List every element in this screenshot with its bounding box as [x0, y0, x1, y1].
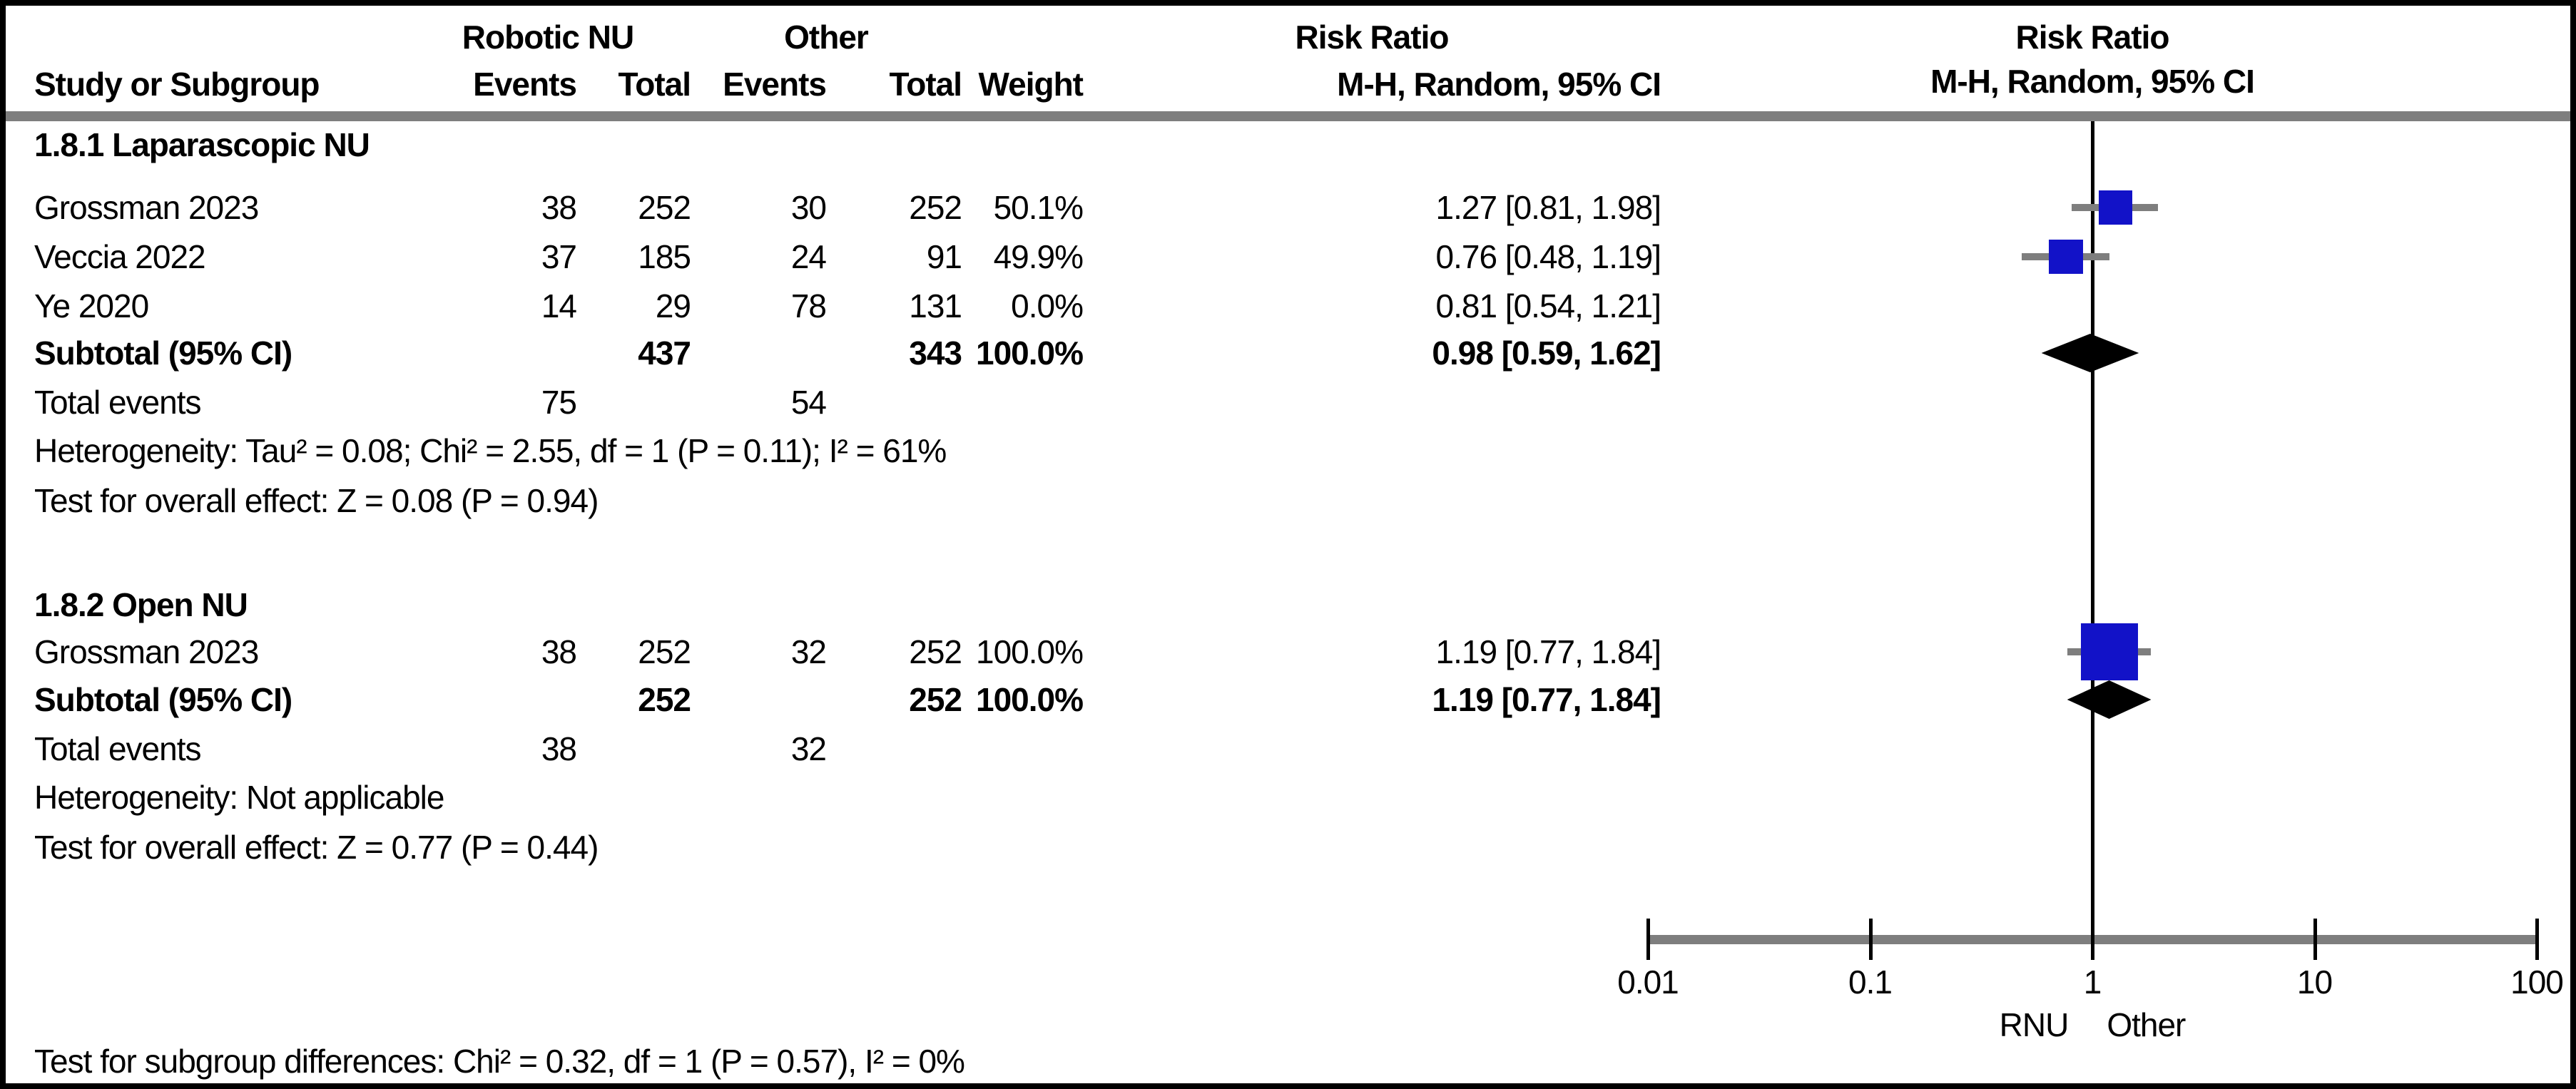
- total1-value: 437: [638, 334, 691, 372]
- study-marker: [2080, 623, 2138, 680]
- subtotal-label: Subtotal (95% CI): [34, 681, 292, 718]
- study-name: Ye 2020: [34, 287, 149, 324]
- ci-text: 1.27 [0.81, 1.98]: [1435, 189, 1662, 226]
- subtotal-label: Subtotal (95% CI): [34, 334, 292, 372]
- axis-tick: [1646, 919, 1650, 960]
- study-row: Ye 2020 14 29 78 131 0.0% 0.81 [0.54, 1.21]: [34, 282, 1661, 330]
- total2-value: 252: [909, 681, 962, 718]
- header-divider-rule: [6, 111, 2570, 121]
- events2-value: 78: [790, 287, 827, 324]
- axis-tick: [2313, 919, 2317, 960]
- subtotal-row: Subtotal (95% CI) 252 252 100.0% 1.19 [0.77,…: [34, 675, 1661, 724]
- column-header-row: Study or Subgroup Events Total Events To…: [34, 60, 1661, 108]
- weight-value: 100.0%: [975, 681, 1084, 718]
- heterogeneity-text: Heterogeneity: Not applicable: [34, 779, 444, 816]
- subgroup-title: 1.8.1 Laparascopic NU: [34, 126, 370, 163]
- total2-value: 343: [909, 334, 962, 372]
- total-events-label: Total events: [34, 730, 201, 767]
- ci-text: 1.19 [0.77, 1.84]: [1432, 681, 1661, 718]
- total1-column-header: Total: [618, 66, 691, 103]
- total1-value: 29: [655, 287, 691, 324]
- axis-tick-label: 1: [2083, 963, 2102, 1001]
- study-name: Grossman 2023: [34, 189, 259, 226]
- events2-column-header: Events: [723, 66, 827, 103]
- events2-value: 30: [790, 189, 827, 226]
- ci-text: 1.19 [0.77, 1.84]: [1435, 633, 1662, 670]
- events1-value: 37: [541, 238, 577, 275]
- events1-value: 75: [541, 384, 577, 421]
- events2-value: 32: [790, 730, 827, 767]
- subgroup-title: 1.8.2 Open NU: [34, 586, 248, 623]
- favours-right-label: Other: [2107, 1006, 2186, 1043]
- total2-value: 131: [909, 287, 962, 324]
- axis-tick: [2091, 919, 2094, 960]
- axis-tick-label: 0.1: [1848, 963, 1893, 1001]
- subtotal-row: Subtotal (95% CI) 437 343 100.0% 0.98 [0.59,…: [34, 329, 1661, 377]
- study-marker: [2049, 240, 2083, 274]
- study-name: Grossman 2023: [34, 633, 259, 670]
- total2-column-header: Total: [889, 66, 962, 103]
- weight-value: 100.0%: [975, 334, 1084, 372]
- study-name: Veccia 2022: [34, 238, 206, 275]
- axis-tick: [2535, 919, 2539, 960]
- axis-tick-label: 0.01: [1617, 963, 1679, 1001]
- overall-effect-text: Test for overall effect: Z = 0.08 (P = 0…: [34, 482, 599, 519]
- events1-value: 38: [541, 730, 577, 767]
- plot-title: Risk Ratio: [2015, 19, 2170, 56]
- total1-value: 252: [638, 633, 691, 670]
- total2-value: 91: [926, 238, 962, 275]
- study-column-header: Study or Subgroup: [34, 66, 320, 103]
- total1-value: 252: [638, 681, 691, 718]
- study-marker: [2098, 190, 2133, 225]
- group1-header: Robotic NU: [462, 19, 634, 56]
- total1-value: 185: [638, 238, 691, 275]
- ci-text: 0.98 [0.59, 1.62]: [1432, 334, 1661, 372]
- ci-text: 0.76 [0.48, 1.19]: [1435, 238, 1662, 275]
- events1-value: 38: [541, 189, 577, 226]
- overall-effect-text: Test for overall effect: Z = 0.77 (P = 0…: [34, 829, 599, 866]
- axis-tick-label: 10: [2296, 963, 2333, 1001]
- method-column-header: M-H, Random, 95% CI: [1337, 66, 1661, 103]
- axis-tick-label: 100: [2510, 963, 2564, 1001]
- total2-value: 252: [909, 633, 962, 670]
- study-row: Grossman 2023 38 252 32 252 100.0% 1.19 [0.77,…: [34, 628, 1661, 676]
- subgroup-difference-test: Test for subgroup differences: Chi² = 0.…: [34, 1043, 965, 1080]
- study-row: Grossman 2023 38 252 30 252 50.1% 1.27 [0.81, …: [34, 183, 1661, 232]
- events2-value: 24: [790, 238, 827, 275]
- total-events-row: Total events 75 54: [34, 378, 1661, 426]
- no-effect-line: [2091, 121, 2094, 960]
- plot-method-header: M-H, Random, 95% CI: [1930, 63, 2255, 100]
- events2-value: 32: [790, 633, 827, 670]
- ci-text: 0.81 [0.54, 1.21]: [1435, 287, 1662, 324]
- weight-value: 0.0%: [1011, 287, 1084, 324]
- events1-value: 14: [541, 287, 577, 324]
- heterogeneity-text: Heterogeneity: Tau² = 0.08; Chi² = 2.55,…: [34, 432, 947, 469]
- subtotal-diamond: [2067, 680, 2152, 719]
- favours-left-label: RNU: [1999, 1006, 2070, 1043]
- events1-column-header: Events: [473, 66, 577, 103]
- total-events-label: Total events: [34, 384, 201, 421]
- axis-group-labels: RNU Other: [2000, 1006, 2186, 1044]
- events2-value: 54: [790, 384, 827, 421]
- weight-value: 50.1%: [993, 189, 1084, 226]
- weight-column-header: Weight: [978, 66, 1084, 103]
- weight-value: 49.9%: [993, 238, 1084, 275]
- study-row: Veccia 2022 37 185 24 91 49.9% 0.76 [0.48, 1.1…: [34, 232, 1661, 281]
- total1-value: 252: [638, 189, 691, 226]
- group2-header: Other: [784, 19, 869, 56]
- axis-tick: [1868, 919, 1873, 960]
- events1-value: 38: [541, 633, 577, 670]
- total2-value: 252: [909, 189, 962, 226]
- weight-value: 100.0%: [975, 633, 1084, 670]
- subtotal-diamond: [2041, 334, 2139, 372]
- total-events-row: Total events 38 32: [34, 725, 1661, 773]
- effect-column-title: Risk Ratio: [1295, 19, 1450, 56]
